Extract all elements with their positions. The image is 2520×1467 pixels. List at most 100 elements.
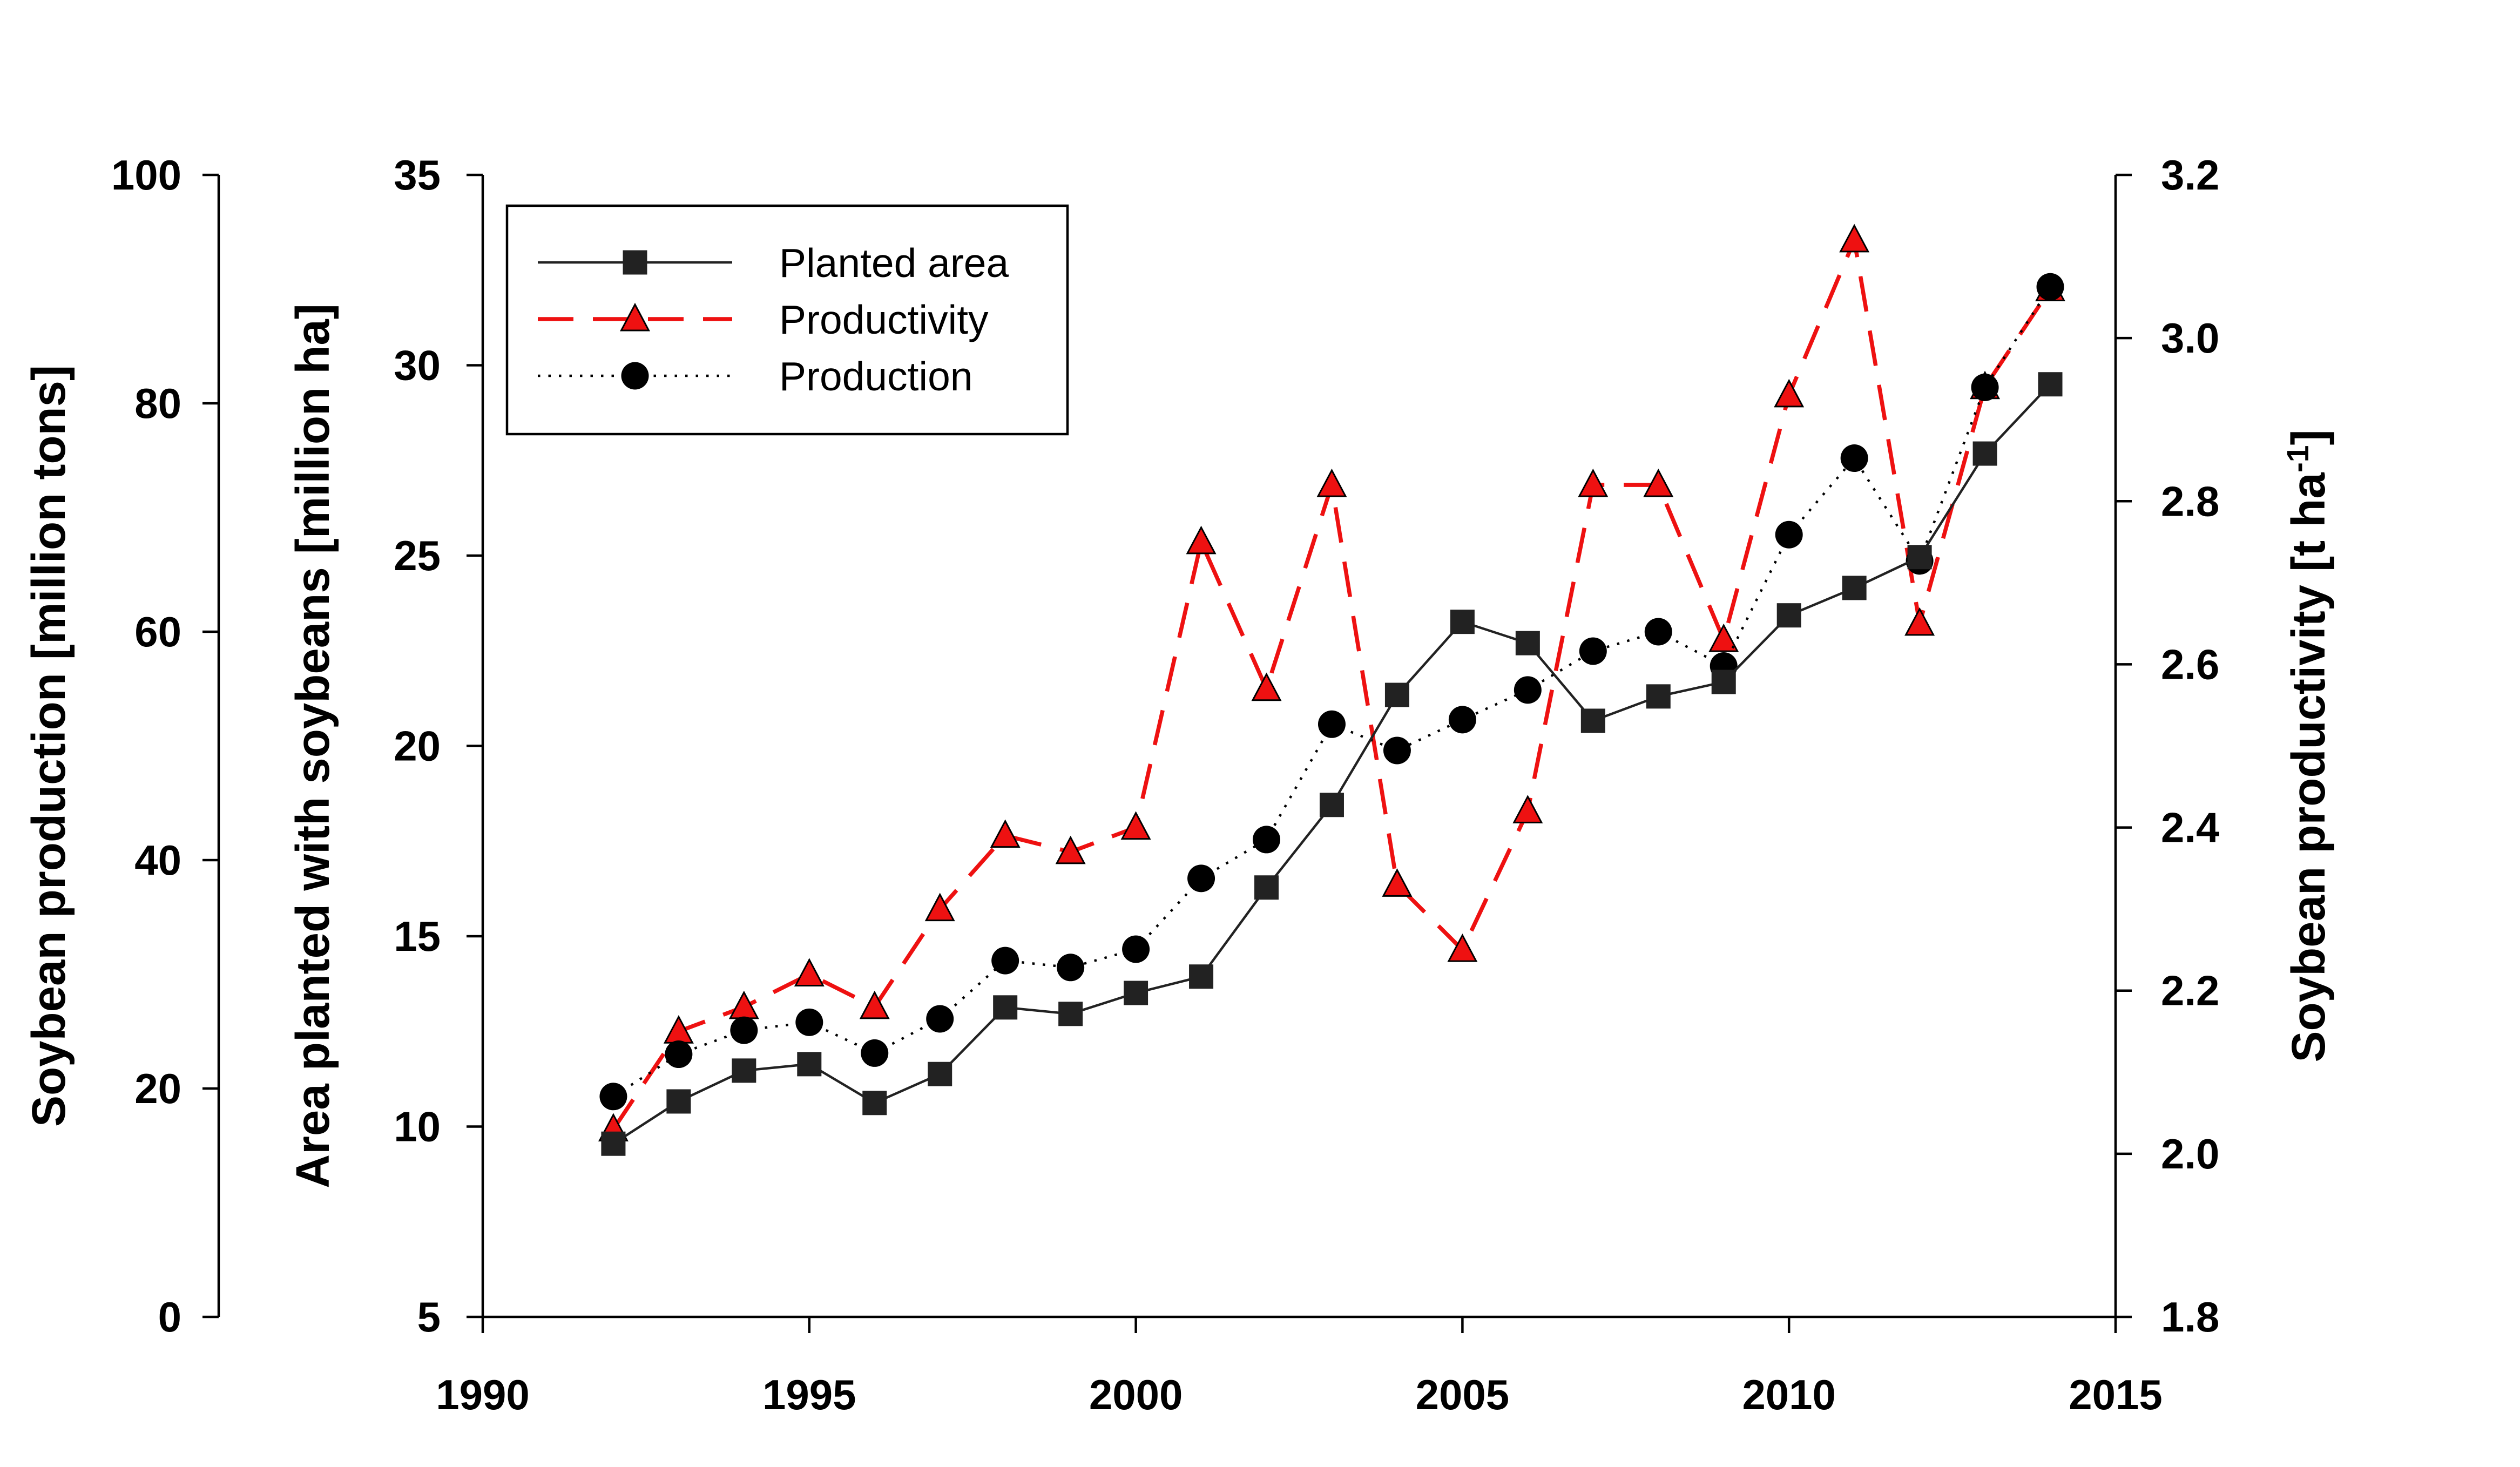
data-point-circle [991, 947, 1019, 975]
data-point-triangle [859, 990, 890, 1019]
data-point-triangle [1512, 795, 1543, 823]
data-point-square [1842, 576, 1867, 600]
data-point-circle [1775, 520, 1803, 549]
data-point-triangle [1055, 835, 1086, 864]
area-tick-label: 15 [394, 912, 441, 960]
data-point-triangle [1904, 607, 1935, 636]
productivity-tick-label: 1.8 [2161, 1293, 2219, 1341]
production-axis-title: Soybean production [million tons] [23, 365, 75, 1127]
data-point-triangle [1708, 623, 1739, 652]
area-tick-label: 5 [417, 1293, 441, 1341]
data-point-square [1776, 603, 1801, 628]
data-point-square [1319, 793, 1344, 817]
legend-label: Production [779, 354, 972, 399]
data-point-square [1646, 684, 1671, 709]
data-point-triangle [1186, 525, 1217, 555]
data-point-triangle [1316, 468, 1347, 497]
axes: 1990 1995 2000 2005 2010 2015020406080100Soyb… [23, 151, 2335, 1418]
data-point-circle [665, 1040, 693, 1069]
data-point-circle [1318, 710, 1346, 738]
data-point-square [666, 1089, 691, 1114]
x-tick-label: 2010 [1742, 1371, 1836, 1418]
data-point-triangle [1578, 468, 1609, 497]
data-point-triangle [1839, 224, 1870, 253]
productivity-tick-label: 3.0 [2161, 314, 2219, 362]
data-point-square [1580, 708, 1605, 733]
productivity-tick-label: 2.2 [2161, 967, 2219, 1015]
legend-label: Planted area [779, 240, 1009, 286]
data-point-square [1711, 670, 1736, 694]
data-point-circle [861, 1039, 889, 1067]
production-tick-label: 80 [134, 380, 181, 427]
data-point-square [928, 1062, 952, 1086]
x-tick-label: 2000 [1089, 1371, 1183, 1418]
data-point-triangle [1251, 672, 1282, 701]
area-tick-label: 30 [394, 341, 441, 389]
production-tick-label: 0 [158, 1293, 181, 1341]
area-tick-label: 25 [394, 532, 441, 579]
data-point-square [1189, 964, 1214, 989]
data-point-triangle [1447, 933, 1478, 962]
data-point-circle [1644, 618, 1672, 646]
production-tick-label: 100 [111, 151, 181, 199]
data-point-circle [795, 1008, 823, 1036]
legend-marker-circle [621, 362, 649, 390]
data-point-square [1972, 441, 1997, 466]
data-point-square [1450, 610, 1475, 634]
data-point-circle [1971, 373, 1999, 401]
data-point-triangle [728, 990, 759, 1019]
production-tick-label: 40 [134, 836, 181, 884]
data-point-circle [1187, 864, 1215, 893]
series-planted-area [601, 372, 2063, 1156]
data-point-triangle [990, 819, 1021, 848]
productivity-tick-label: 2.0 [2161, 1130, 2219, 1178]
data-point-circle [1383, 736, 1411, 765]
data-point-triangle [1120, 811, 1151, 840]
data-point-square [1384, 682, 1409, 707]
series-production [599, 273, 2064, 1111]
productivity-tick-label: 2.8 [2161, 477, 2219, 525]
legend-marker-triangle [620, 302, 650, 332]
data-point-square [862, 1091, 887, 1116]
productivity-axis-title: Soybean productivity [t ha-1] [2281, 430, 2335, 1063]
axis-title-end: ] [2282, 430, 2335, 445]
data-point-square [1124, 981, 1148, 1005]
productivity-tick-label: 3.2 [2161, 151, 2219, 199]
data-point-circle [1514, 676, 1542, 704]
x-tick-label: 2015 [2069, 1371, 2162, 1418]
x-tick-label: 1995 [762, 1371, 856, 1418]
production-tick-label: 60 [134, 608, 181, 655]
data-point-square [601, 1131, 626, 1156]
data-point-square [1058, 1002, 1083, 1026]
data-point-triangle [794, 958, 825, 986]
data-point-triangle [924, 893, 955, 922]
data-point-circle [1840, 444, 1868, 472]
data-point-circle [1057, 954, 1085, 982]
area-tick-label: 20 [394, 722, 441, 769]
area-axis-title: Area planted with soybeans [million ha] [287, 303, 339, 1188]
data-point-circle [1579, 637, 1607, 665]
data-point-triangle [1643, 468, 1674, 497]
data-point-square [797, 1052, 822, 1077]
area-tick-label: 10 [394, 1103, 441, 1150]
productivity-tick-label: 2.4 [2161, 804, 2219, 851]
area-tick-label: 35 [394, 151, 441, 199]
data-point-square [1907, 545, 1932, 570]
series [598, 224, 2066, 1156]
productivity-tick-label: 2.6 [2161, 640, 2219, 688]
x-tick-label: 2005 [1416, 1371, 1510, 1418]
production-tick-label: 20 [134, 1065, 181, 1112]
data-point-circle [730, 1016, 758, 1044]
legend-label: Productivity [779, 297, 989, 342]
data-point-circle [1122, 935, 1150, 963]
data-point-square [1254, 875, 1279, 900]
data-point-square [2038, 372, 2063, 397]
series-line [612, 383, 2051, 1145]
data-point-circle [1448, 706, 1476, 734]
x-tick-label: 1990 [436, 1371, 530, 1418]
data-point-square [993, 995, 1018, 1020]
legend: Planted area Productivity Production [505, 204, 1069, 436]
legend-marker-square [623, 250, 647, 275]
axis-title-superscript: -1 [2281, 445, 2315, 473]
